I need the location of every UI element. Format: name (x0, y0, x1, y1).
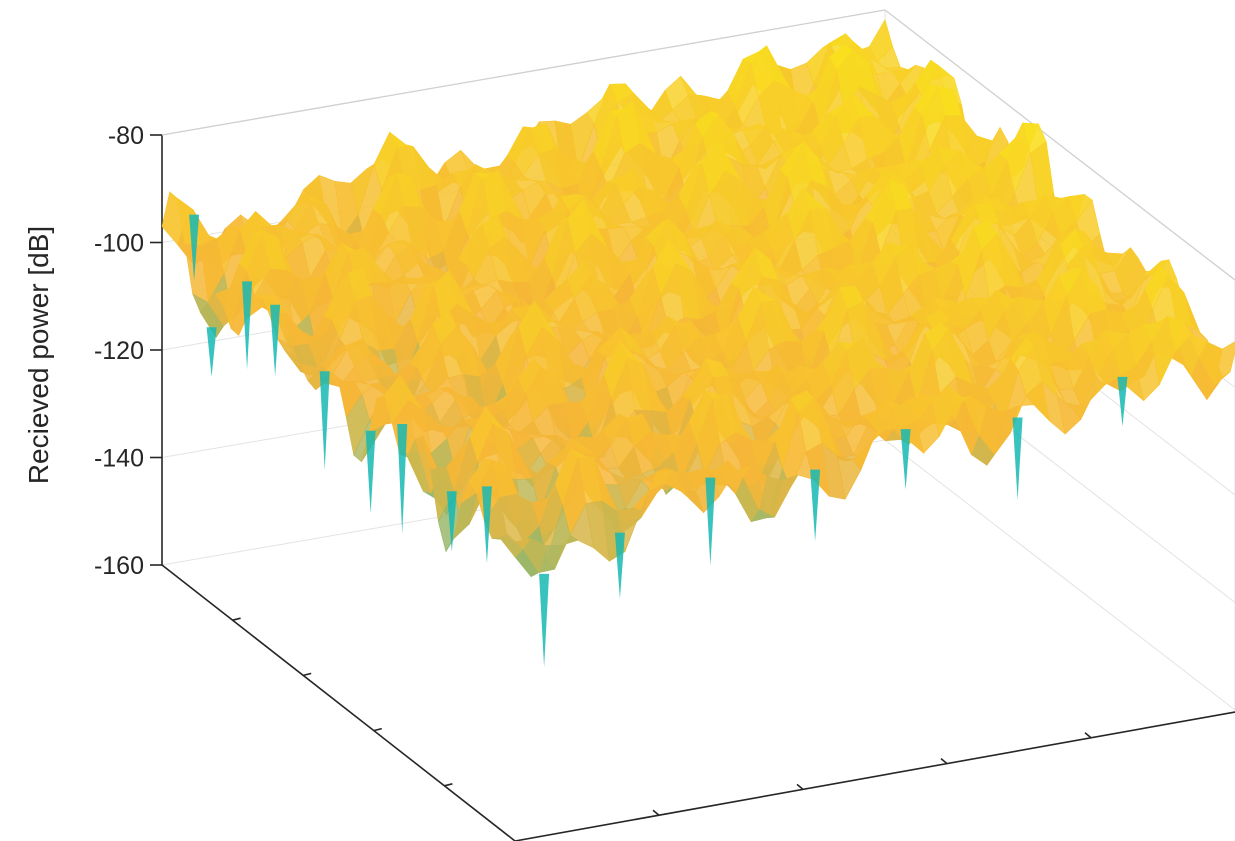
z-axis: -80 -100 -120 -140 -160 (94, 122, 162, 580)
fade-spike (900, 429, 911, 490)
z-tick-label: -140 (94, 445, 144, 473)
x-axis-line (161, 564, 516, 841)
y-tick-mark (796, 783, 804, 791)
x-tick-mark (303, 672, 312, 677)
x-tick-mark (232, 617, 241, 621)
fade-spike (481, 486, 492, 564)
surface-plot (161, 18, 1235, 668)
z-tick-label: -100 (94, 230, 144, 258)
grid-line (884, 439, 1235, 711)
fade-spike (242, 281, 253, 370)
fade-spike (206, 327, 217, 377)
z-tick-label: -120 (94, 337, 144, 365)
fade-spike (1012, 417, 1023, 500)
fade-spike (365, 430, 376, 514)
x-tick-mark (444, 783, 453, 787)
fade-spike (1117, 376, 1128, 427)
y-tick-mark (940, 757, 948, 765)
fade-spike (810, 469, 821, 542)
fade-spike (270, 304, 281, 377)
fade-spike (319, 371, 330, 471)
z-tick-label: -160 (94, 552, 144, 580)
x-tick-mark (373, 727, 382, 732)
y-tick-mark (1084, 732, 1092, 739)
fade-spike (539, 573, 550, 668)
box-edge (884, 9, 1235, 281)
fade-spike (446, 491, 457, 552)
surface-patch (507, 533, 532, 550)
box-edge (161, 9, 886, 136)
fade-spike (189, 214, 200, 281)
z-tick-label: -80 (108, 122, 144, 150)
z-axis-label: Recieved power [dB] (23, 226, 54, 484)
fade-spike (705, 477, 716, 566)
fade-spike (397, 423, 408, 534)
y-axis-line (514, 711, 1235, 841)
fade-spike (614, 532, 625, 599)
y-tick-mark (652, 809, 660, 816)
